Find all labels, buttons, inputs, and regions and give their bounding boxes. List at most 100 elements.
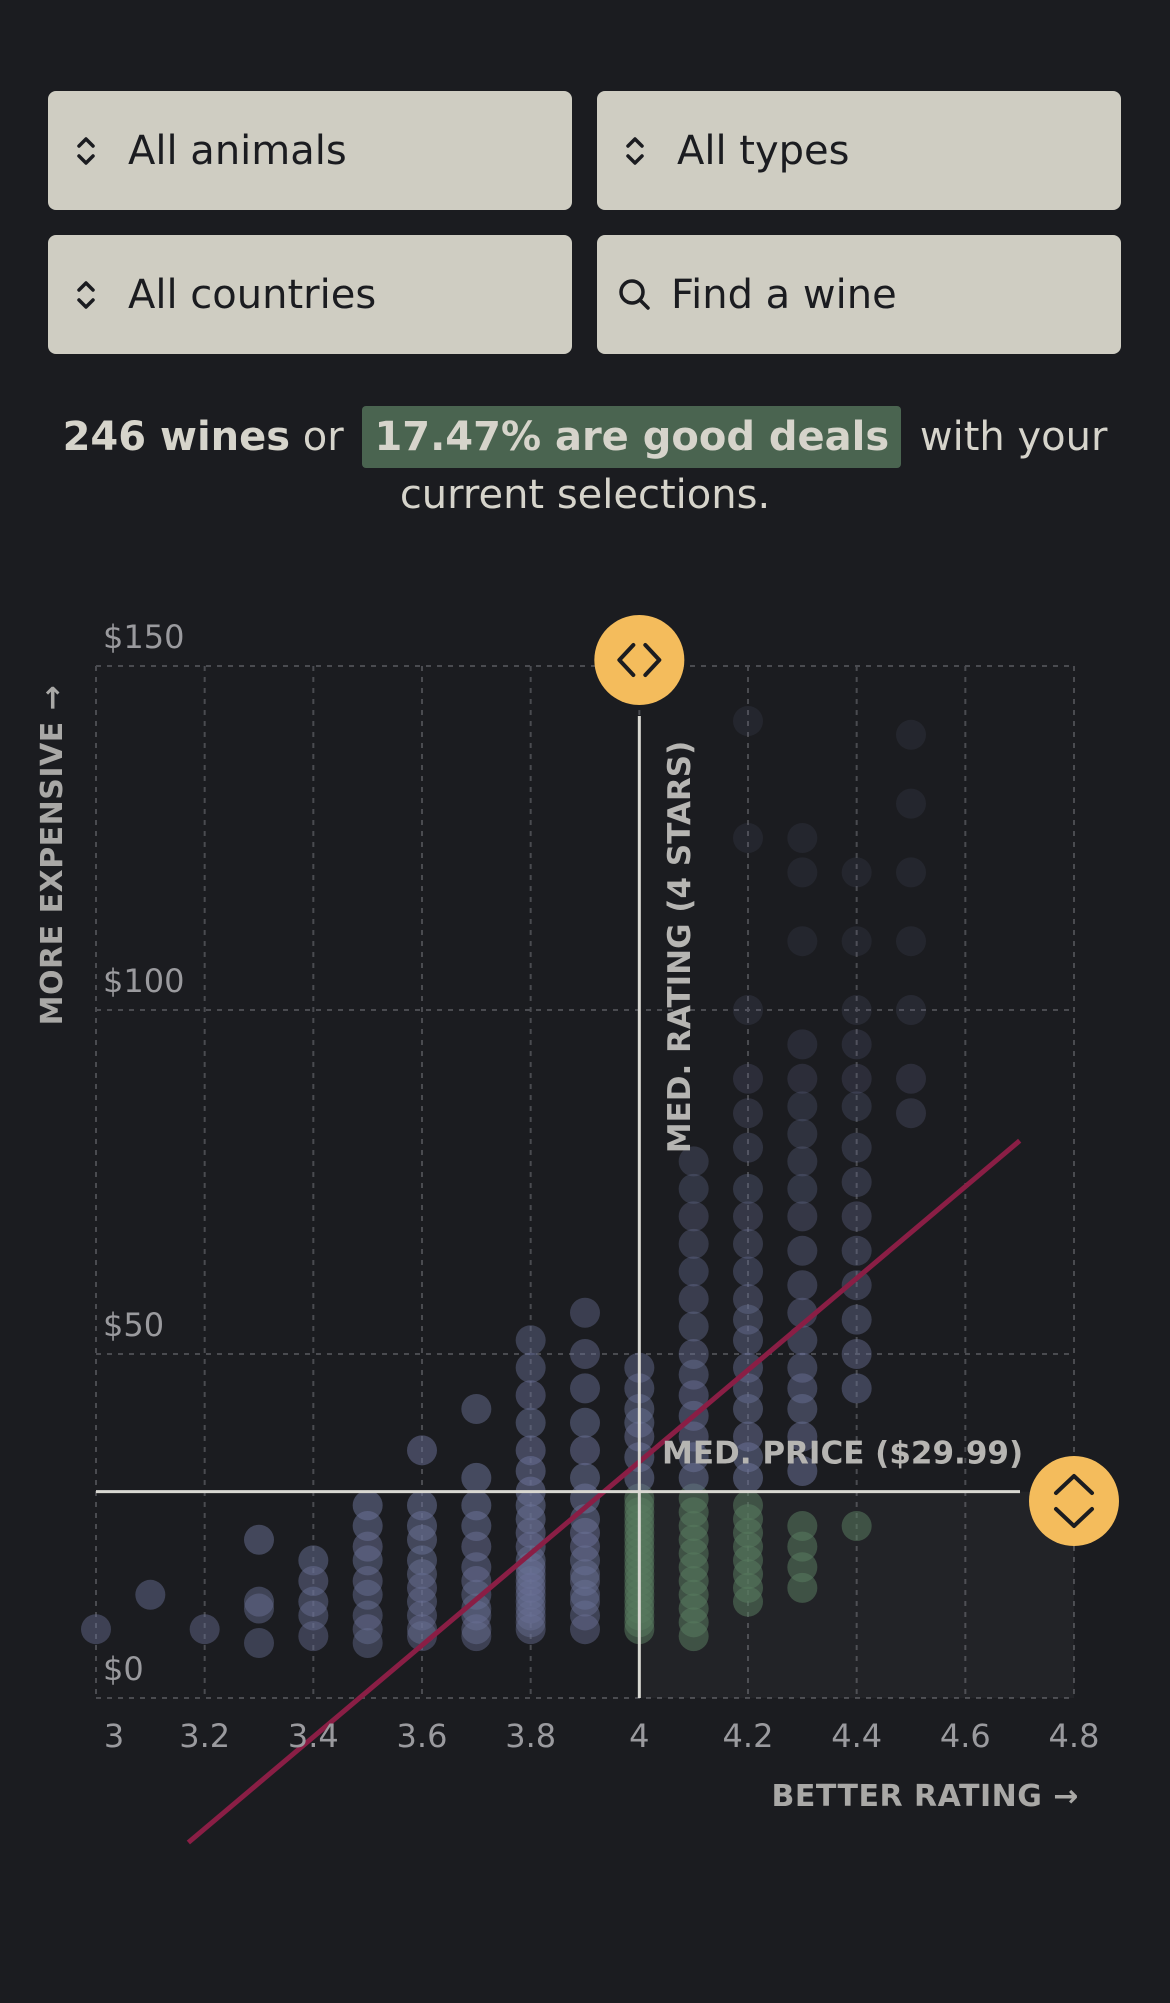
- wine-dot: [515, 1566, 546, 1597]
- wine-dot: [352, 1600, 383, 1631]
- wine-dot: [570, 1407, 600, 1438]
- animal-filter-label: All animals: [128, 127, 347, 174]
- wine-dot: [461, 1614, 492, 1645]
- wine-dot: [896, 995, 926, 1025]
- wine-dot: [841, 1201, 872, 1232]
- wine-dot: [678, 1380, 709, 1411]
- wine-dot: [896, 857, 926, 888]
- wine-dot: [352, 1566, 383, 1597]
- wine-dot: [678, 1462, 709, 1493]
- wine-dots: [81, 706, 926, 1658]
- wine-dot: [787, 1373, 818, 1404]
- wine-dot: [733, 995, 763, 1025]
- wine-dot: [787, 1118, 818, 1149]
- wine-dot: [787, 1091, 818, 1122]
- wine-dot: [678, 1173, 709, 1204]
- wine-dot: [733, 1373, 763, 1404]
- wine-dot: [298, 1621, 329, 1652]
- wine-dot: [298, 1545, 329, 1576]
- wine-dot: [244, 1627, 274, 1658]
- wine-dot: [570, 1579, 600, 1610]
- wine-dot: [787, 1531, 818, 1562]
- search-icon: [615, 270, 655, 320]
- wine-dot: [896, 1063, 926, 1094]
- wine-dot: [461, 1462, 492, 1493]
- wine-dot: [787, 1201, 818, 1232]
- type-filter-select[interactable]: All types: [597, 91, 1121, 210]
- wine-dot: [515, 1559, 546, 1590]
- wine-dot: [678, 1228, 709, 1259]
- wine-search-input[interactable]: Find a wine: [597, 235, 1121, 354]
- wine-dot: [787, 1572, 818, 1603]
- wine-dot: [896, 926, 926, 957]
- wine-dot: [787, 857, 818, 888]
- wine-dot: [298, 1566, 329, 1597]
- wine-dot: [896, 1098, 926, 1129]
- y-axis-ticks: $0 $50 $100 $150: [103, 618, 184, 1688]
- wine-count: 246 wines: [62, 414, 291, 460]
- wine-dot: [515, 1614, 546, 1645]
- handle-circle[interactable]: [594, 615, 685, 705]
- wine-dot: [515, 1600, 546, 1631]
- wine-dot: [841, 1029, 872, 1060]
- wine-dot: [841, 1235, 872, 1266]
- wine-dot: [298, 1586, 329, 1617]
- wine-dot: [678, 1421, 709, 1452]
- wine-dot: [515, 1407, 546, 1438]
- wine-dot: [733, 706, 763, 737]
- wine-dot: [570, 1559, 600, 1590]
- wine-dot: [570, 1600, 600, 1631]
- wine-dot: [841, 857, 872, 888]
- wine-dot: [787, 1063, 818, 1094]
- chevron-up-down-icon: [615, 126, 655, 176]
- wine-dot: [787, 1270, 818, 1301]
- wine-dot: [733, 1201, 763, 1232]
- wine-dot: [461, 1621, 492, 1652]
- wine-dot: [407, 1621, 437, 1652]
- wine-dot: [515, 1586, 546, 1617]
- x-tick-label: 4: [629, 1717, 649, 1755]
- wine-dot: [407, 1600, 437, 1631]
- wine-dot: [352, 1614, 383, 1645]
- wine-dot: [841, 1270, 872, 1301]
- wine-dot: [787, 1394, 818, 1425]
- wine-dot: [787, 1511, 818, 1541]
- wine-dot: [407, 1572, 437, 1603]
- median-price-label: MED. PRICE ($29.99): [662, 1436, 1023, 1472]
- wine-dot: [841, 1063, 872, 1094]
- wine-dot: [407, 1559, 437, 1590]
- wine-dot: [515, 1380, 546, 1411]
- x-tick-label: 3: [104, 1717, 124, 1755]
- median-rating-drag-handle[interactable]: [594, 615, 685, 705]
- country-filter-label: All countries: [128, 271, 377, 318]
- chevron-up-down-icon: [66, 270, 106, 320]
- x-tick-label: 3.2: [179, 1717, 230, 1755]
- wine-dot: [733, 1304, 763, 1335]
- median-price-drag-handle[interactable]: [1029, 1456, 1119, 1546]
- wine-dot: [461, 1593, 492, 1624]
- wine-dot: [244, 1586, 274, 1617]
- wine-dot: [352, 1627, 383, 1658]
- wine-dot: [678, 1311, 709, 1342]
- wine-dot: [678, 1339, 709, 1369]
- x-axis-title: BETTER RATING →: [772, 1779, 1079, 1814]
- wine-dot: [841, 1304, 872, 1335]
- wine-dot: [244, 1593, 274, 1624]
- wine-dot: [461, 1394, 492, 1425]
- animal-filter-select[interactable]: All animals: [48, 91, 572, 210]
- wine-dot: [733, 1462, 763, 1493]
- wine-dot: [570, 1339, 600, 1369]
- wine-dot: [461, 1531, 492, 1562]
- wine-dot: [787, 1455, 818, 1486]
- wine-dot: [841, 1511, 872, 1541]
- wine-dot: [678, 1201, 709, 1232]
- wine-dot: [787, 1173, 818, 1204]
- wine-dot: [352, 1579, 383, 1610]
- country-filter-select[interactable]: All countries: [48, 235, 572, 354]
- handle-circle[interactable]: [1029, 1456, 1119, 1546]
- wine-dot: [733, 1421, 763, 1452]
- wine-dot: [841, 1373, 872, 1404]
- wine-dot: [570, 1586, 600, 1617]
- x-tick-label: 4.8: [1049, 1717, 1100, 1755]
- chevron-up-down-icon: [66, 126, 106, 176]
